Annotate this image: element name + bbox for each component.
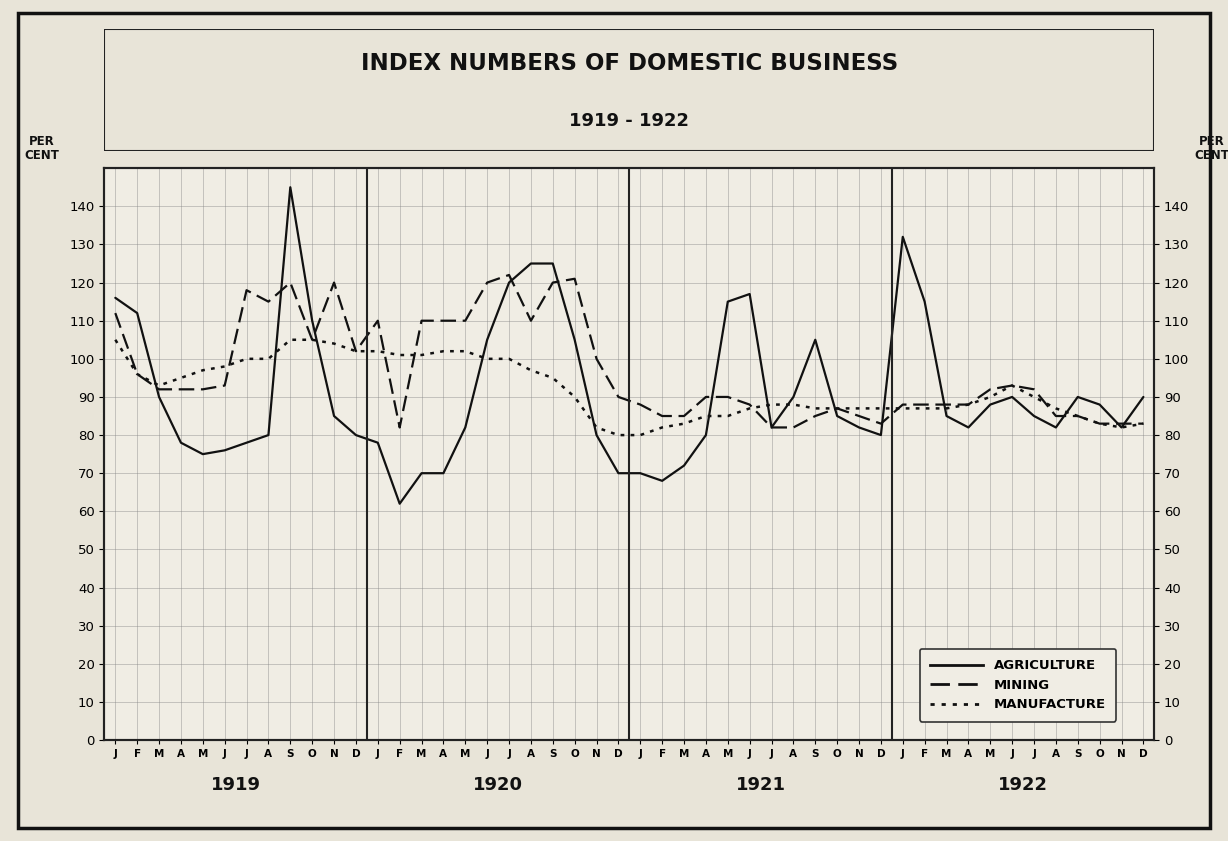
Text: INDEX NUMBERS OF DOMESTIC BUSINESS: INDEX NUMBERS OF DOMESTIC BUSINESS — [361, 52, 898, 75]
Text: 1920: 1920 — [473, 776, 523, 794]
Legend: AGRICULTURE, MINING, MANUFACTURE: AGRICULTURE, MINING, MANUFACTURE — [920, 648, 1116, 722]
Text: PER
CENT: PER CENT — [1195, 135, 1228, 162]
FancyBboxPatch shape — [104, 29, 1154, 151]
Text: 1922: 1922 — [998, 776, 1047, 794]
Text: 1921: 1921 — [736, 776, 786, 794]
Text: 1919 - 1922: 1919 - 1922 — [570, 112, 689, 130]
Text: PER
CENT: PER CENT — [25, 135, 59, 162]
Text: 1919: 1919 — [211, 776, 260, 794]
